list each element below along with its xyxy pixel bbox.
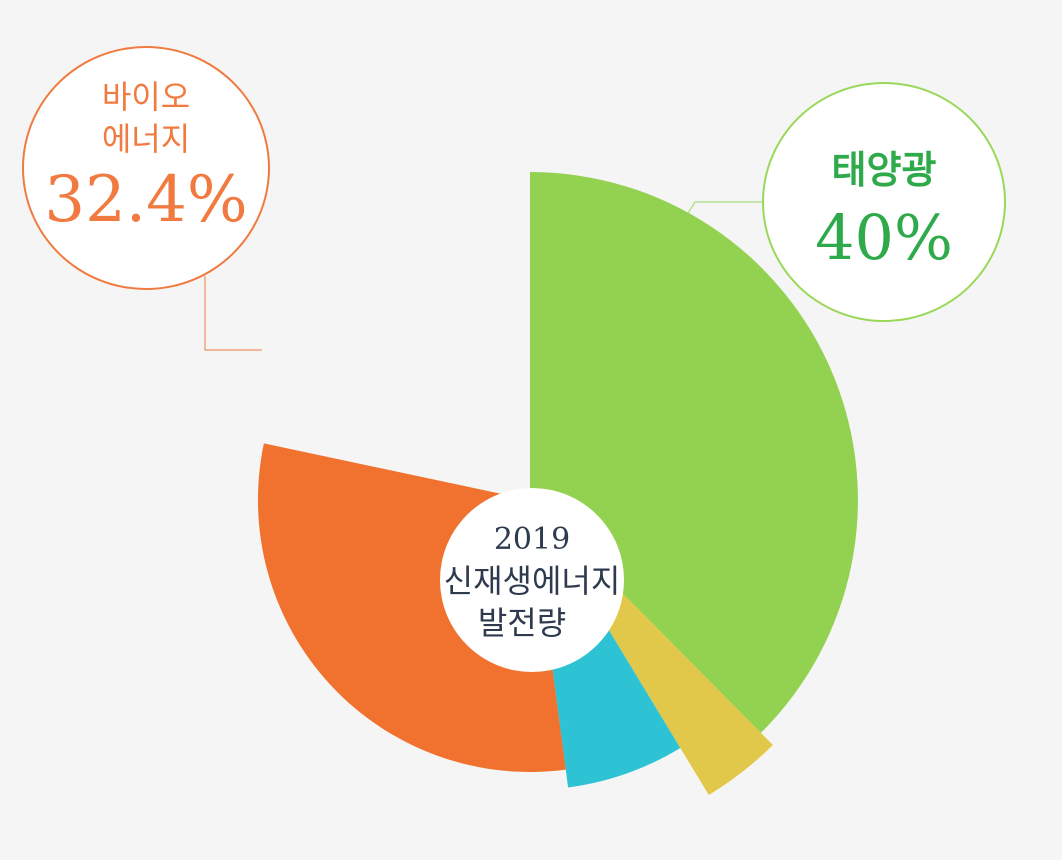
callout-solar: 태양광 40% [762,82,1006,322]
callout-bio-name-line2: 에너지 [101,120,191,158]
center-line2: 발전량 [477,604,567,642]
center-year: 2019 [493,522,571,557]
pie-slice-0 [530,172,858,733]
callout-bio-energy: 바이오 에너지 32.4% [22,46,270,290]
center-label: 2019 신재생에너지 발전량 [422,520,642,644]
connector-bio [204,276,262,351]
center-hole [440,488,624,672]
callout-bio-percent: 32.4% [44,163,248,237]
callout-bio-name-line1: 바이오 [101,78,191,116]
callout-solar-percent: 40% [815,201,953,274]
center-line1: 신재생에너지 [443,562,621,600]
callout-solar-name: 태양광 [831,148,937,192]
